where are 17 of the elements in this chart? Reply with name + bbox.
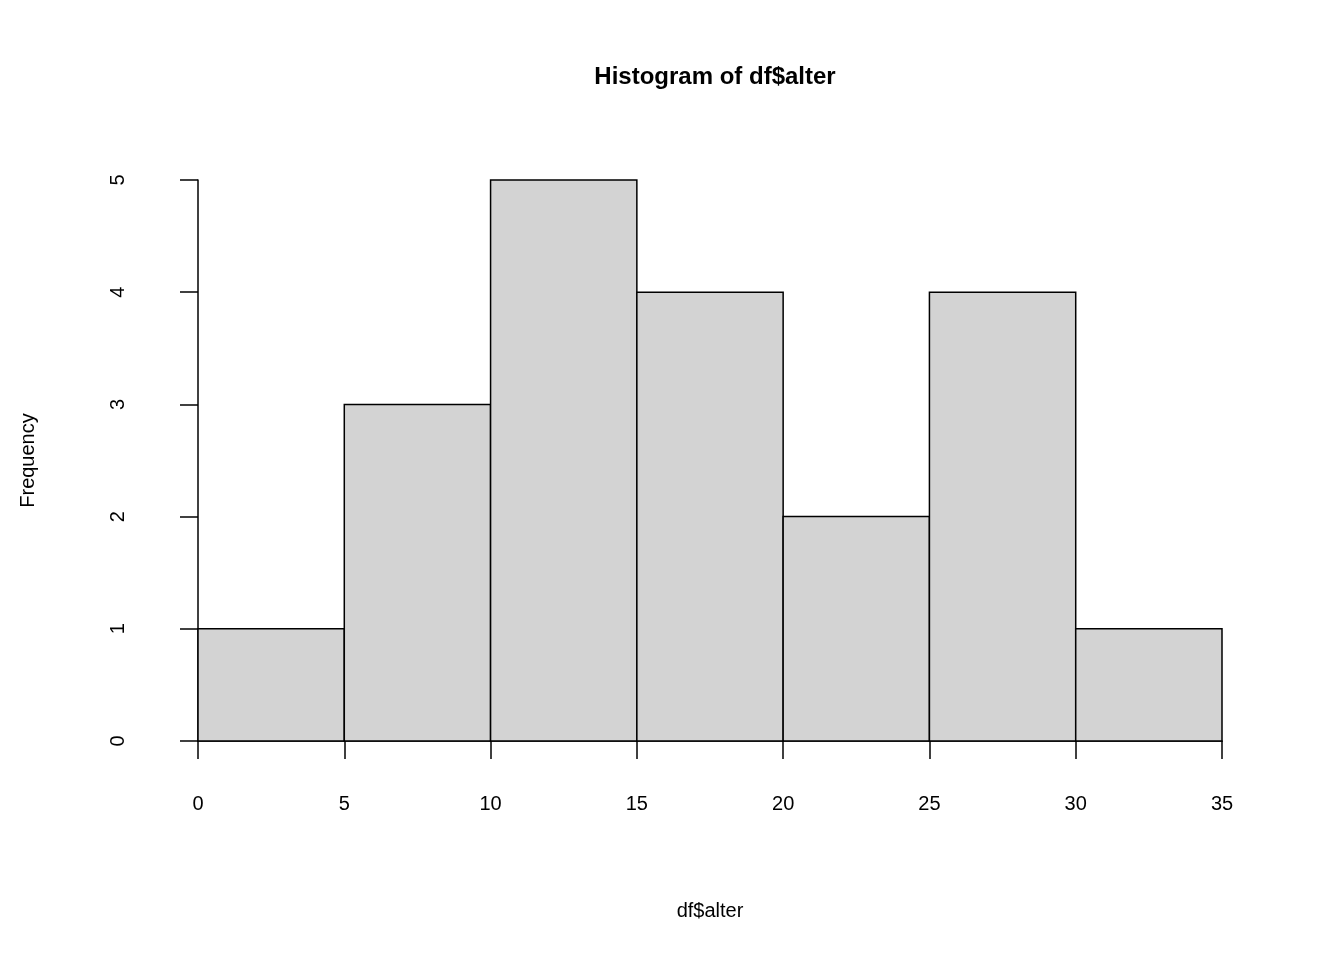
y-tick-label: 5 <box>106 174 128 186</box>
x-tick-label: 30 <box>1064 792 1087 814</box>
x-tick-label: 10 <box>479 792 502 814</box>
x-tick-label: 20 <box>772 792 795 814</box>
x-tick-label: 25 <box>918 792 941 814</box>
chart-title: Histogram of df$alter <box>594 61 836 89</box>
x-tick-label: 5 <box>338 792 350 814</box>
x-tick-label: 15 <box>625 792 648 814</box>
y-tick-label: 4 <box>106 286 128 298</box>
y-tick-label: 1 <box>106 623 128 635</box>
y-tick-label: 2 <box>106 511 128 523</box>
y-tick-label: 3 <box>106 398 128 410</box>
x-axis-title: df$alter <box>676 899 744 921</box>
y-axis-title: Frequency <box>16 413 38 508</box>
x-tick-label: 0 <box>192 792 204 814</box>
y-tick-label: 0 <box>106 735 128 747</box>
x-tick-label: 35 <box>1210 792 1234 814</box>
